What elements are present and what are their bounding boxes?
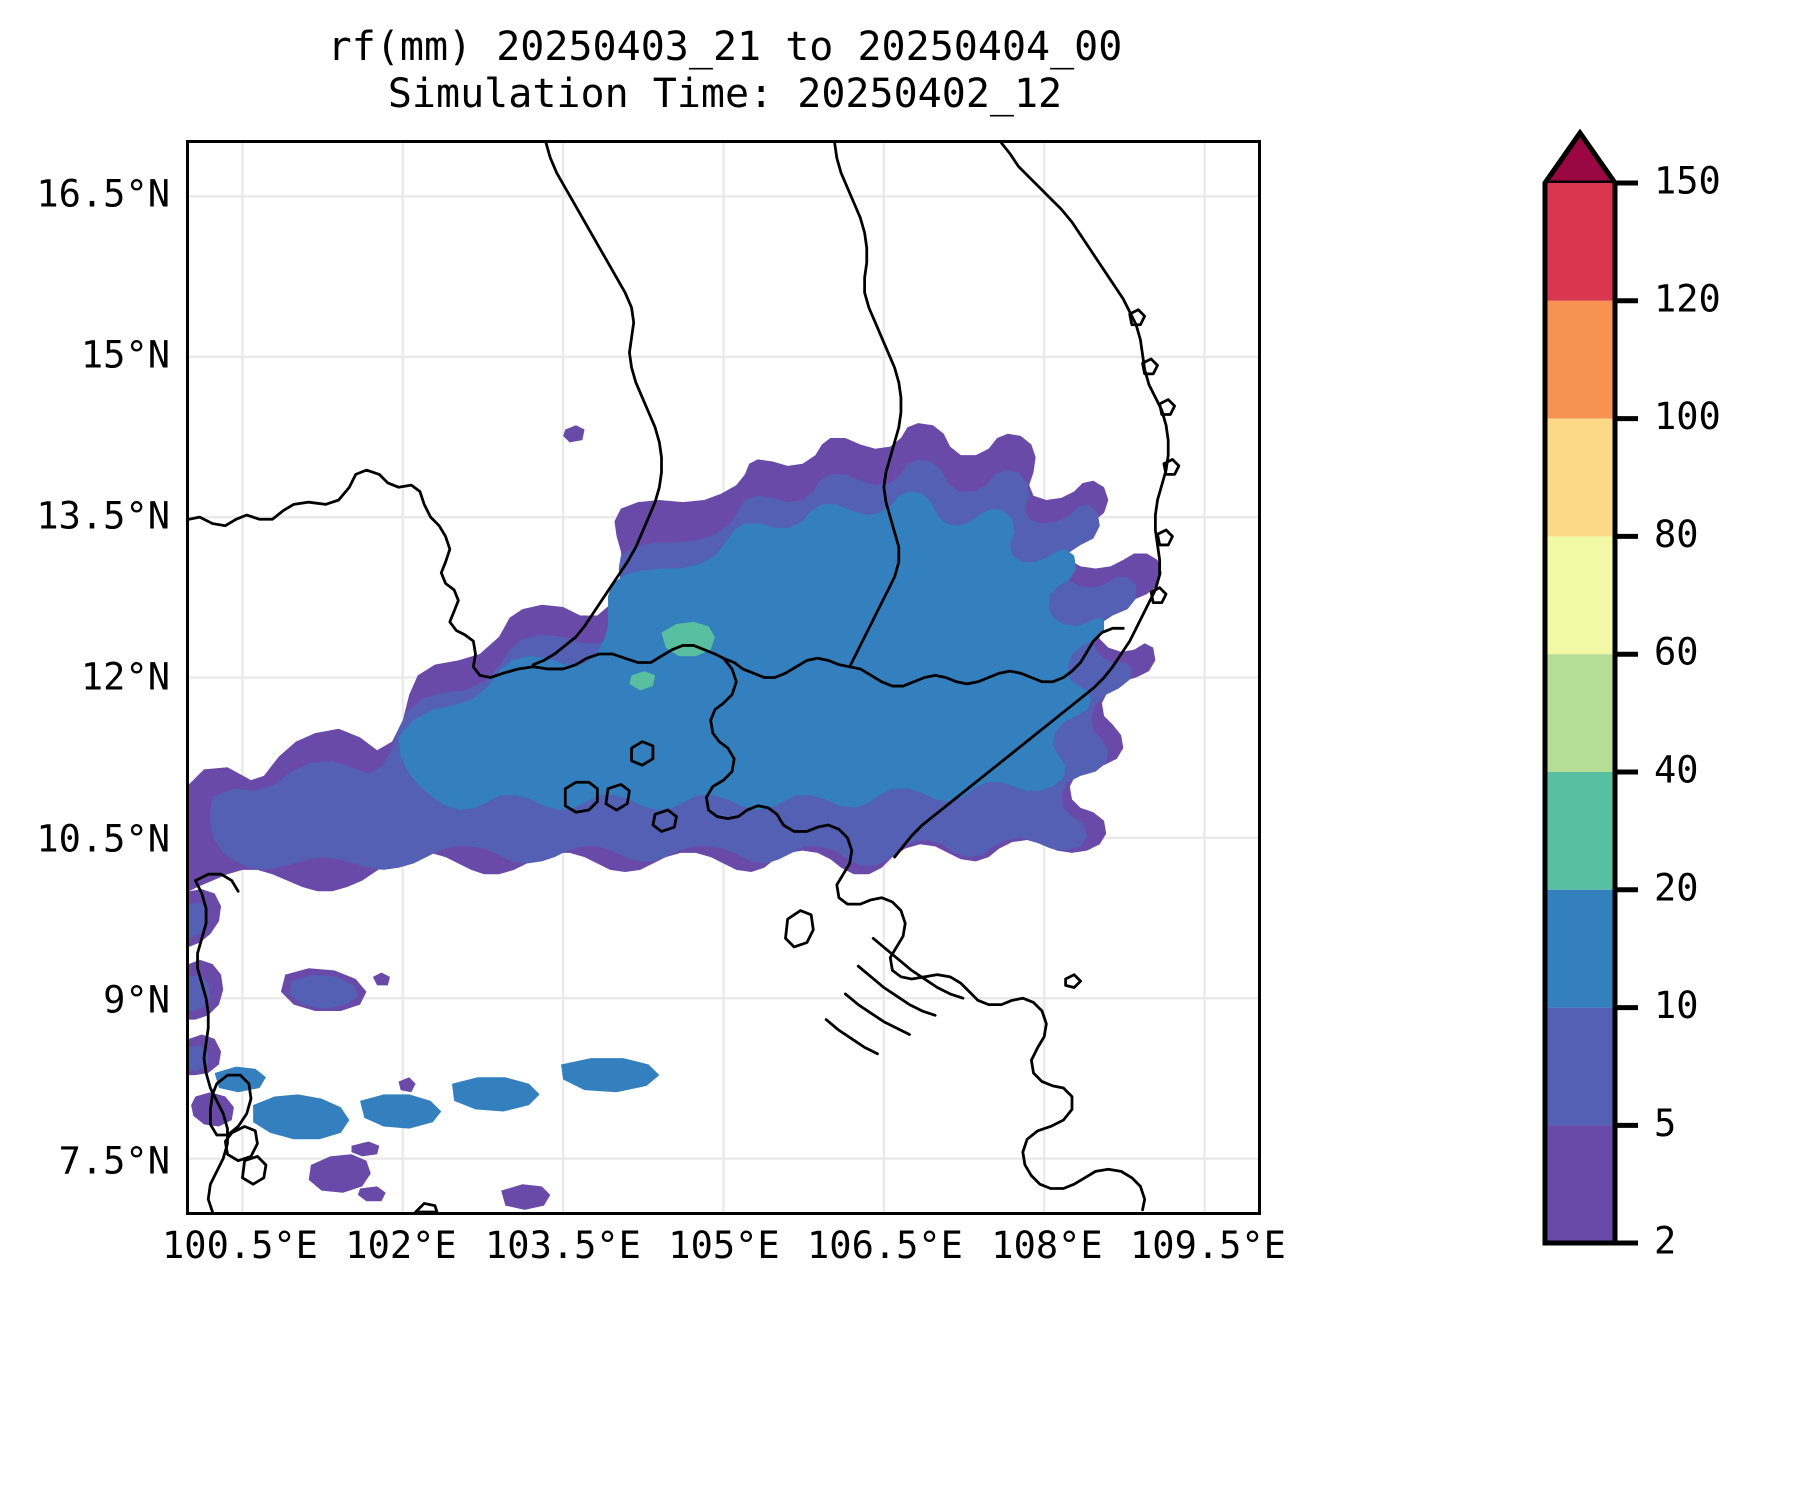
title-line-1: rf(mm) 20250403_21 to 20250404_00 bbox=[327, 24, 1123, 70]
colorbar-tick-10: 10 bbox=[1654, 984, 1699, 1027]
title-line-2: Simulation Time: 20250402_12 bbox=[387, 71, 1063, 118]
ytick-label: 15°N bbox=[80, 333, 170, 377]
ytick-label: 9°N bbox=[103, 978, 170, 1022]
xtick-label: 102°E bbox=[345, 1224, 457, 1267]
xtick-label: 108°E bbox=[991, 1224, 1103, 1267]
colorbar-tick-80: 80 bbox=[1654, 513, 1699, 556]
colorbar-tick-120: 120 bbox=[1654, 277, 1721, 320]
figure-title: rf(mm) 20250403_21 to 20250404_00 Simula… bbox=[0, 24, 1450, 118]
colorbar-svg: 150 120 100 80 60 40 20 10 5 2 bbox=[1542, 128, 1721, 1263]
colorbar-tick-labels: 150 120 100 80 60 40 20 10 5 2 bbox=[1654, 160, 1721, 1263]
coastlines bbox=[189, 143, 1181, 1212]
ytick-label: 16.5°N bbox=[36, 172, 170, 216]
xtick-label: 109.5°E bbox=[1130, 1224, 1286, 1267]
colorbar-tick-20: 20 bbox=[1654, 866, 1699, 909]
ytick-label: 13.5°N bbox=[36, 494, 170, 538]
ytick-label: 7.5°N bbox=[58, 1139, 170, 1183]
colorbar-segments bbox=[1542, 130, 1618, 1244]
rain-band-10-20 bbox=[214, 491, 1105, 1140]
xtick-label: 103.5°E bbox=[485, 1224, 641, 1267]
ytick-label: 12°N bbox=[80, 655, 170, 699]
map-axes bbox=[186, 140, 1261, 1215]
colorbar-tick-5: 5 bbox=[1654, 1102, 1676, 1145]
colorbar-tick-60: 60 bbox=[1654, 631, 1699, 674]
ytick-label: 10.5°N bbox=[36, 817, 170, 861]
xtick-label: 105°E bbox=[668, 1224, 780, 1267]
xtick-label: 106.5°E bbox=[807, 1224, 963, 1267]
xtick-label: 100.5°E bbox=[162, 1224, 318, 1267]
colorbar: 150 120 100 80 60 40 20 10 5 2 bbox=[1520, 128, 1780, 1263]
colorbar-tick-150: 150 bbox=[1654, 160, 1721, 203]
colorbar-tick-40: 40 bbox=[1654, 749, 1699, 792]
colorbar-tick-2: 2 bbox=[1654, 1220, 1676, 1263]
colorbar-outline bbox=[1542, 128, 1618, 1246]
colorbar-ticks bbox=[1615, 180, 1638, 1246]
colorbar-tick-100: 100 bbox=[1654, 395, 1721, 438]
map-svg bbox=[189, 143, 1258, 1212]
